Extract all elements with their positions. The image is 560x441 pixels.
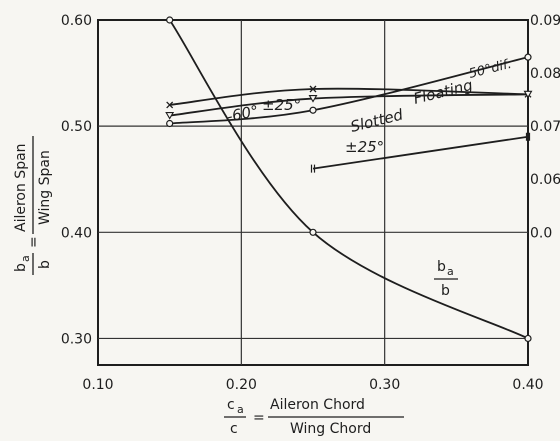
- x-label-num-sub: a: [237, 403, 244, 416]
- series-marker: [309, 106, 317, 114]
- y-label-text-den: Wing Span: [37, 150, 53, 225]
- series-marker: [524, 53, 532, 61]
- plot-frame: [97, 19, 529, 366]
- y-tick-label: 0.30: [61, 331, 92, 347]
- y-right-tick-label: 0.09: [530, 13, 560, 29]
- series-label-ba-b: b a b: [434, 259, 458, 299]
- y-right-tick-label: 0.06: [530, 172, 560, 188]
- series-marker: [523, 90, 533, 99]
- series-line: [312, 135, 529, 170]
- y-tick-label: 0.60: [61, 13, 92, 29]
- series-marker: [309, 228, 317, 236]
- series-marker: [525, 132, 531, 141]
- y-tick-label: 0.40: [61, 225, 92, 241]
- y-right-tick-label: 0.08: [530, 66, 560, 82]
- x-tick-label: 0.40: [512, 377, 543, 393]
- y-label-num: b: [13, 263, 29, 272]
- x-label-text-num: Aileron Chord: [270, 397, 365, 413]
- x-tick-label: 0.20: [226, 377, 257, 393]
- x-label-equals: =: [253, 410, 265, 426]
- series-label-num: b: [437, 259, 446, 275]
- series-label-sub: a: [447, 265, 454, 278]
- y-label-text-num: Aileron Span: [13, 143, 29, 232]
- annotation-floating: Floating: [412, 76, 475, 108]
- grid: [98, 20, 528, 365]
- annotation-slotted: Slotted: [349, 105, 406, 135]
- x-tick-label: 0.30: [369, 377, 400, 393]
- annotation-minus60: -60°: [225, 102, 260, 126]
- y-label-equals: =: [26, 236, 42, 248]
- x-label-num: c: [227, 397, 235, 413]
- y-tick-label: 0.50: [61, 119, 92, 135]
- y-axis-label: b a b = Aileron Span Wing Span: [13, 136, 53, 275]
- y-label-num-sub: a: [19, 255, 32, 262]
- x-label-text-den: Wing Chord: [290, 421, 371, 437]
- series-marker: [308, 95, 318, 103]
- x-label-den: c: [230, 421, 238, 437]
- series-marker: [309, 85, 317, 93]
- series-marker: [310, 164, 316, 173]
- series-label-den: b: [441, 283, 450, 299]
- series-marker: [524, 334, 532, 343]
- annotation-floating-dif: 50°dif.: [467, 57, 513, 82]
- series-marker: [166, 16, 174, 24]
- annotation-pm25: ±25°: [262, 96, 301, 114]
- series-markers: [165, 16, 533, 343]
- series-marker: [166, 119, 174, 128]
- series-marker: [166, 101, 174, 109]
- series-marker: [165, 111, 175, 120]
- tick-labels: 0.10 0.20 0.30 0.40 0.60 0.50 0.40 0.30 0.09 0.08…: [61, 13, 560, 393]
- y-right-tick-label: 0.07: [530, 119, 560, 135]
- y-label-den: b: [37, 260, 53, 269]
- x-tick-label: 0.10: [82, 377, 113, 393]
- x-axis-label: c a c = Aileron Chord Wing Chord: [224, 397, 404, 437]
- annotation-slotted-pm25: ±25°: [345, 138, 384, 156]
- y-right-tick-label: 0.0: [530, 225, 552, 241]
